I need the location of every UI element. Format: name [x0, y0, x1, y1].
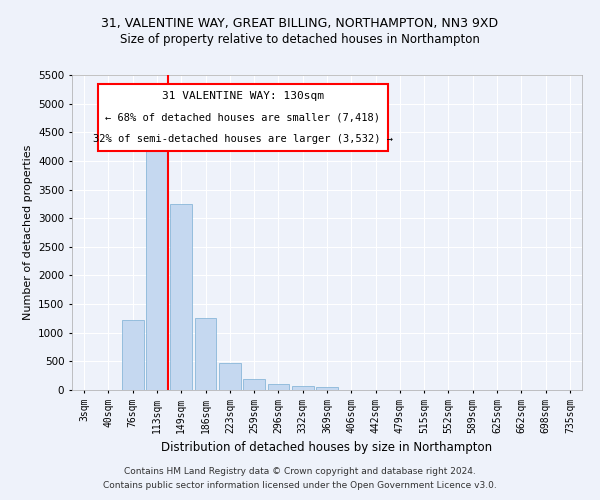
- Bar: [268, 384, 289, 390]
- Text: 32% of semi-detached houses are larger (3,532) →: 32% of semi-detached houses are larger (…: [93, 134, 393, 143]
- Text: Contains HM Land Registry data © Crown copyright and database right 2024.: Contains HM Land Registry data © Crown c…: [124, 467, 476, 476]
- Bar: [146, 144, 168, 390]
- Bar: [194, 318, 217, 390]
- X-axis label: Distribution of detached houses by size in Northampton: Distribution of detached houses by size …: [161, 441, 493, 454]
- Bar: [122, 320, 143, 390]
- Bar: [243, 378, 265, 390]
- Text: ← 68% of detached houses are smaller (7,418): ← 68% of detached houses are smaller (7,…: [106, 112, 380, 122]
- Bar: [219, 363, 241, 390]
- FancyBboxPatch shape: [97, 84, 388, 150]
- Bar: [170, 204, 192, 390]
- Text: 31 VALENTINE WAY: 130sqm: 31 VALENTINE WAY: 130sqm: [162, 92, 324, 102]
- Text: Contains public sector information licensed under the Open Government Licence v3: Contains public sector information licen…: [103, 481, 497, 490]
- Y-axis label: Number of detached properties: Number of detached properties: [23, 145, 32, 320]
- Text: 31, VALENTINE WAY, GREAT BILLING, NORTHAMPTON, NN3 9XD: 31, VALENTINE WAY, GREAT BILLING, NORTHA…: [101, 18, 499, 30]
- Bar: [316, 387, 338, 390]
- Bar: [292, 386, 314, 390]
- Text: Size of property relative to detached houses in Northampton: Size of property relative to detached ho…: [120, 32, 480, 46]
